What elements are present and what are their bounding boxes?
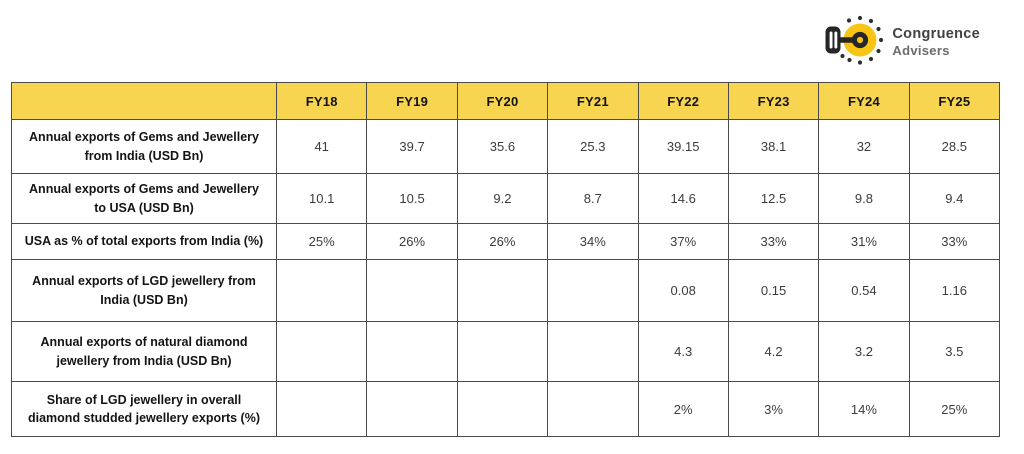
table-row: Annual exports of Gems and Jewellery to …: [11, 173, 1001, 224]
data-cell: 37%: [637, 223, 729, 260]
data-cell: 14.6: [637, 173, 729, 224]
data-cell: 33%: [727, 223, 820, 260]
data-cell: 39.7: [366, 119, 458, 174]
data-cell: 14%: [818, 381, 910, 437]
column-header-fy25: FY25: [908, 82, 1001, 120]
row-label: Annual exports of LGD jewellery from Ind…: [11, 259, 277, 322]
data-cell: [547, 381, 639, 437]
row-label-column-header: [11, 82, 277, 120]
data-cell: 25%: [275, 223, 368, 260]
data-cell: 9.2: [456, 173, 549, 224]
column-header-fy23: FY23: [727, 82, 820, 120]
data-cell: 35.6: [456, 119, 549, 174]
data-cell: 3%: [727, 381, 820, 437]
yellow-circle: [843, 23, 877, 57]
table-body: Annual exports of Gems and Jewellery fro…: [11, 119, 1001, 437]
logo-subtitle: Advisers: [892, 42, 950, 58]
data-cell: 12.5: [727, 173, 820, 224]
row-label: Annual exports of Gems and Jewellery fro…: [11, 119, 277, 174]
data-cell: 26%: [456, 223, 549, 260]
key-shaft: [837, 37, 858, 43]
logo-text: Congruence Advisers: [892, 25, 980, 59]
data-cell: 1.16: [908, 259, 1001, 322]
data-cell: 4.3: [637, 321, 729, 382]
data-cell: 0.15: [727, 259, 820, 322]
data-cell: 3.5: [908, 321, 1001, 382]
key-head-slot: [834, 31, 838, 49]
data-cell: 34%: [547, 223, 639, 260]
data-cell: 41: [275, 119, 368, 174]
row-label: Share of LGD jewellery in overall diamon…: [11, 381, 277, 437]
column-header-fy22: FY22: [637, 82, 729, 120]
data-cell: 3.2: [818, 321, 910, 382]
data-cell: 8.7: [547, 173, 639, 224]
table-row: Annual exports of natural diamond jewell…: [11, 321, 1001, 382]
exports-data-table: FY18 FY19 FY20 FY21 FY22 FY23 FY24 FY25 Annual …: [11, 82, 1001, 437]
data-cell: 10.1: [275, 173, 368, 224]
data-cell: 0.54: [818, 259, 910, 322]
table-header: FY18 FY19 FY20 FY21 FY22 FY23 FY24 FY25: [11, 82, 1001, 120]
column-header-fy20: FY20: [456, 82, 549, 120]
data-cell: 38.1: [727, 119, 820, 174]
table-row: USA as % of total exports from India (%)…: [11, 223, 1001, 260]
column-header-fy19: FY19: [366, 82, 458, 120]
key-bulb-logo-icon: [825, 15, 884, 65]
dotted-ring: [840, 15, 884, 65]
data-cell: 25%: [908, 381, 1001, 437]
data-cell: [366, 381, 458, 437]
logo-title: Congruence: [892, 25, 980, 42]
column-header-fy18: FY18: [275, 82, 368, 120]
data-cell: [456, 259, 549, 322]
data-cell: [366, 259, 458, 322]
data-cell: 39.15: [637, 119, 729, 174]
data-cell: [456, 321, 549, 382]
data-cell: [275, 321, 368, 382]
congruence-advisers-logo: Congruence Advisers: [822, 12, 980, 72]
data-cell: 26%: [366, 223, 458, 260]
header-row: FY18 FY19 FY20 FY21 FY22 FY23 FY24 FY25: [11, 82, 1001, 120]
data-cell: 10.5: [366, 173, 458, 224]
table-row: Annual exports of LGD jewellery from Ind…: [11, 259, 1001, 322]
row-label: USA as % of total exports from India (%): [11, 223, 277, 260]
data-cell: 9.4: [908, 173, 1001, 224]
data-cell: [366, 321, 458, 382]
data-cell: 0.08: [637, 259, 729, 322]
data-cell: [275, 381, 368, 437]
data-cell: 2%: [637, 381, 729, 437]
column-header-fy24: FY24: [818, 82, 910, 120]
data-cell: 4.2: [727, 321, 820, 382]
key-head-slot: [830, 31, 833, 49]
row-label: Annual exports of natural diamond jewell…: [11, 321, 277, 382]
key-ring: [852, 31, 869, 49]
data-cell: 28.5: [908, 119, 1001, 174]
data-cell: 33%: [908, 223, 1001, 260]
data-cell: [275, 259, 368, 322]
key-head: [825, 26, 841, 54]
data-cell: [547, 321, 639, 382]
data-cell: 9.8: [818, 173, 910, 224]
row-label: Annual exports of Gems and Jewellery to …: [11, 173, 277, 224]
data-cell: 25.3: [547, 119, 639, 174]
table-row: Share of LGD jewellery in overall diamon…: [11, 381, 1001, 437]
data-cell: [547, 259, 639, 322]
table-row: Annual exports of Gems and Jewellery fro…: [11, 119, 1001, 174]
data-cell: [456, 381, 549, 437]
column-header-fy21: FY21: [547, 82, 639, 120]
data-cell: 32: [818, 119, 910, 174]
data-cell: 31%: [818, 223, 910, 260]
